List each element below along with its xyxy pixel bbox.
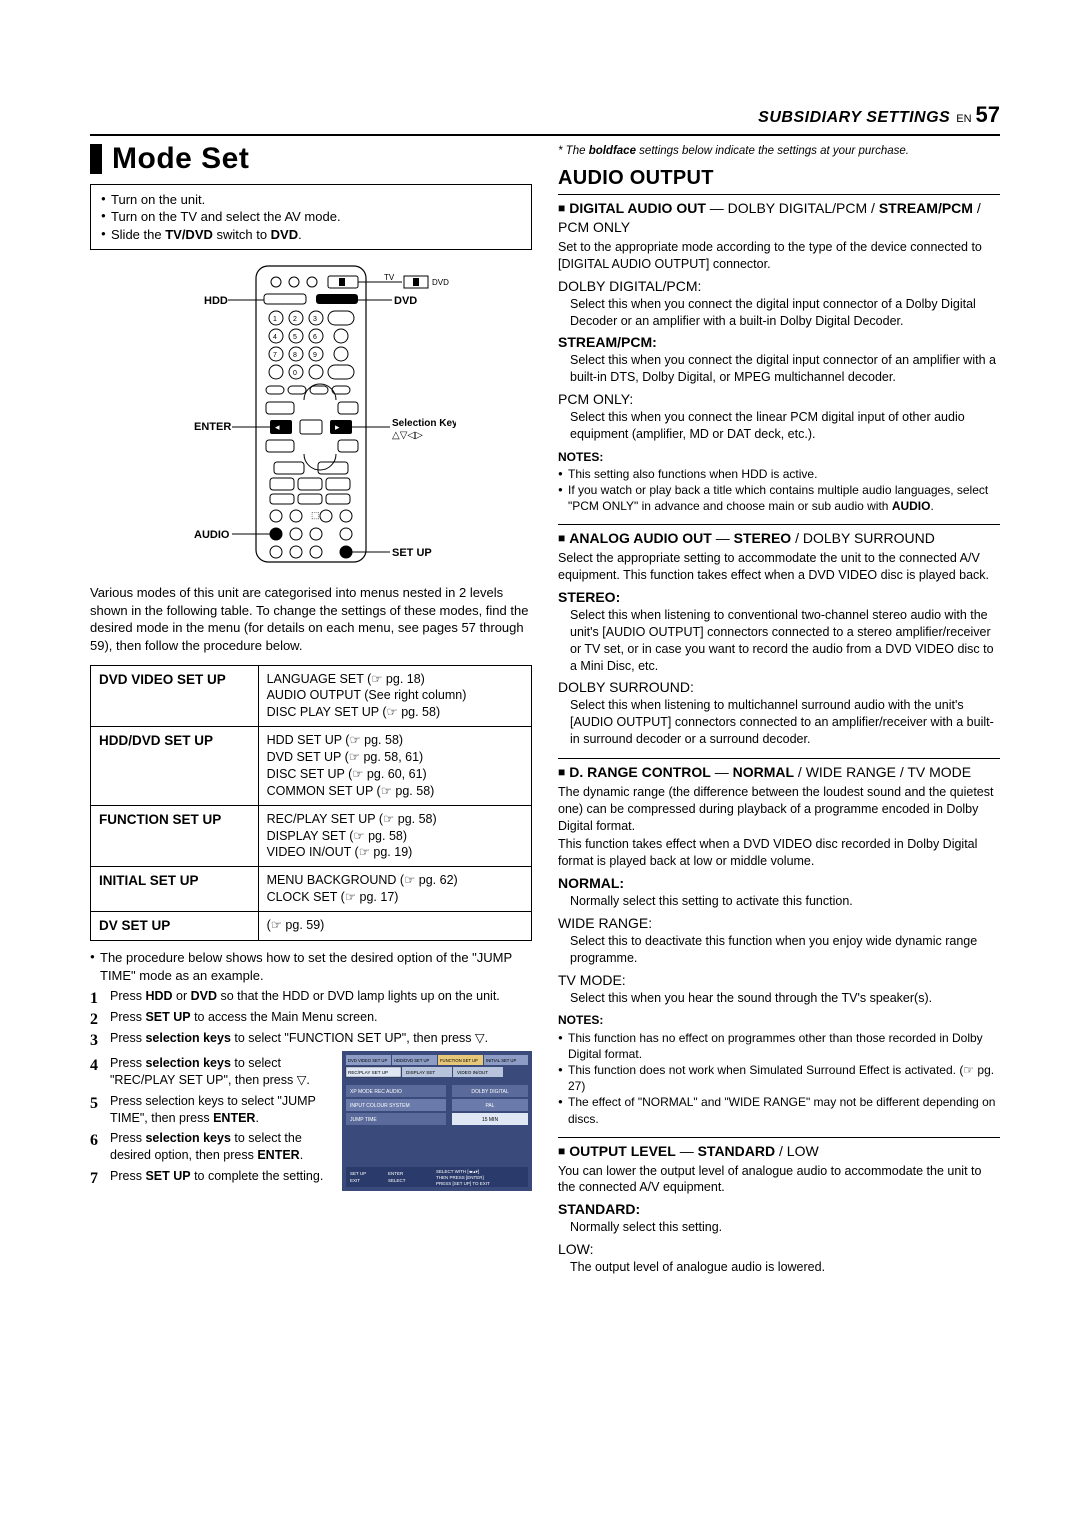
svg-text:DISPLAY SET: DISPLAY SET — [406, 1070, 435, 1075]
option-title: STANDARD: — [558, 1200, 1000, 1219]
svg-text:3: 3 — [313, 316, 317, 323]
svg-text:PRESS [SET UP] TO EXIT: PRESS [SET UP] TO EXIT — [436, 1181, 490, 1186]
svg-text:DVD: DVD — [394, 295, 417, 307]
option-desc: Normally select this setting to activate… — [558, 893, 1000, 910]
svg-text:6: 6 — [313, 334, 317, 341]
right-column: * The boldface settings below indicate t… — [558, 144, 1000, 1278]
intro-para: Various modes of this unit are categoris… — [90, 584, 532, 654]
footnote: * The boldface settings below indicate t… — [558, 144, 1000, 160]
option-desc: Select this when you hear the sound thro… — [558, 990, 1000, 1007]
left-column: Mode Set Turn on the unit. Turn on the T… — [90, 144, 532, 1278]
svg-text:0: 0 — [293, 370, 297, 377]
option-title: LOW: — [558, 1240, 1000, 1259]
svg-text:HDD/DVD SET UP: HDD/DVD SET UP — [394, 1058, 429, 1063]
prep-item: Slide the TV/DVD switch to DVD. — [101, 226, 521, 244]
svg-text:4: 4 — [273, 334, 277, 341]
svg-text:2: 2 — [293, 316, 297, 323]
steps: Press HDD or DVD so that the HDD or DVD … — [90, 988, 532, 1191]
option-desc: Select this when you connect the linear … — [558, 409, 1000, 443]
svg-text:Selection Keys: Selection Keys — [392, 418, 456, 429]
option-title: DOLBY SURROUND: — [558, 678, 1000, 697]
example-note: The procedure below shows how to set the… — [90, 949, 532, 984]
option-desc: Select this when listening to multichann… — [558, 697, 1000, 748]
tv-label: TV — [384, 273, 395, 282]
svg-text:5: 5 — [293, 334, 297, 341]
prep-item: Turn on the TV and select the AV mode. — [101, 208, 521, 226]
svg-text:PAL: PAL — [485, 1103, 494, 1109]
svg-text:EXIT: EXIT — [350, 1178, 360, 1183]
lang-code: EN — [956, 112, 971, 127]
svg-text:REC/PLAY SET UP: REC/PLAY SET UP — [348, 1070, 388, 1075]
option-desc: Normally select this setting. — [558, 1219, 1000, 1236]
svg-text:7: 7 — [273, 352, 277, 359]
mode-set-title: Mode Set — [90, 144, 249, 174]
option-desc: Select this to deactivate this function … — [558, 933, 1000, 967]
option-title: STEREO: — [558, 588, 1000, 607]
analog-audio-out-head: ■ANALOG AUDIO OUT — STEREO / DOLBY SURRO… — [558, 529, 1000, 548]
svg-text:JUMP TIME: JUMP TIME — [350, 1117, 377, 1123]
svg-text:ENTER: ENTER — [388, 1171, 404, 1176]
svg-text:INPUT COLOUR SYSTEM: INPUT COLOUR SYSTEM — [350, 1103, 410, 1109]
page-number: 57 — [976, 100, 1000, 130]
svg-text:◂: ◂ — [275, 422, 280, 432]
output-level-head: ■OUTPUT LEVEL — STANDARD / LOW — [558, 1142, 1000, 1161]
option-title: TV MODE: — [558, 971, 1000, 990]
svg-text:FUNCTION SET UP: FUNCTION SET UP — [440, 1058, 478, 1063]
option-title: NORMAL: — [558, 874, 1000, 893]
svg-text:⬚: ⬚ — [311, 510, 320, 520]
option-title: WIDE RANGE: — [558, 914, 1000, 933]
svg-text:△▽◁▷: △▽◁▷ — [392, 430, 423, 441]
svg-text:INITIAL SET UP: INITIAL SET UP — [486, 1058, 516, 1063]
prep-box: Turn on the unit. Turn on the TV and sel… — [90, 184, 532, 251]
digital-audio-out-head: ■DIGITAL AUDIO OUT — DOLBY DIGITAL/PCM /… — [558, 199, 1000, 237]
prep-item: Turn on the unit. — [101, 191, 521, 209]
svg-text:ENTER: ENTER — [194, 421, 231, 433]
option-title: PCM ONLY: — [558, 390, 1000, 409]
svg-text:SET UP: SET UP — [350, 1171, 366, 1176]
svg-text:SELECT: SELECT — [388, 1178, 406, 1183]
svg-text:AUDIO: AUDIO — [194, 529, 230, 541]
svg-text:THEN PRESS [ENTER]: THEN PRESS [ENTER] — [436, 1175, 484, 1180]
section-name: SUBSIDIARY SETTINGS — [758, 107, 950, 129]
svg-text:XP MODE REC AUDIO: XP MODE REC AUDIO — [350, 1089, 402, 1095]
dvd-label: DVD — [432, 278, 449, 287]
audio-output-title: AUDIO OUTPUT — [558, 165, 1000, 192]
svg-text:▸: ▸ — [335, 422, 340, 432]
menu-table: DVD VIDEO SET UPLANGUAGE SET (☞ pg. 18)A… — [90, 665, 532, 942]
svg-text:HDD: HDD — [204, 295, 228, 307]
notes: This function has no effect on programme… — [558, 1030, 1000, 1127]
svg-text:SELECT WITH [◂▸▴▾]: SELECT WITH [◂▸▴▾] — [436, 1169, 479, 1174]
option-desc: Select this when you connect the digital… — [558, 352, 1000, 386]
option-title: STREAM/PCM: — [558, 333, 1000, 352]
notes-label: NOTES: — [558, 449, 1000, 465]
remote-diagram: TV DVD HDD DVD 1 2 3 4 5 6 7 8 9 0 — [90, 260, 532, 570]
osd-screenshot: DVD VIDEO SET UP HDD/DVD SET UP FUNCTION S… — [342, 1051, 532, 1191]
svg-text:8: 8 — [293, 352, 297, 359]
svg-text:15 MIN: 15 MIN — [482, 1117, 499, 1123]
svg-text:SET UP: SET UP — [392, 547, 432, 559]
svg-text:9: 9 — [313, 352, 317, 359]
notes: This setting also functions when HDD is … — [558, 466, 1000, 515]
option-desc: Select this when you connect the digital… — [558, 296, 1000, 330]
drange-head: ■D. RANGE CONTROL — NORMAL / WIDE RANGE … — [558, 763, 1000, 782]
option-desc: Select this when listening to convention… — [558, 607, 1000, 675]
page-header: SUBSIDIARY SETTINGS EN 57 — [90, 100, 1000, 136]
option-desc: The output level of analogue audio is lo… — [558, 1259, 1000, 1276]
svg-text:DVD VIDEO SET UP: DVD VIDEO SET UP — [348, 1058, 387, 1063]
svg-text:1: 1 — [273, 316, 277, 323]
svg-text:VIDEO IN/OUT: VIDEO IN/OUT — [457, 1070, 488, 1075]
option-title: DOLBY DIGITAL/PCM: — [558, 277, 1000, 296]
svg-text:DOLBY DIGITAL: DOLBY DIGITAL — [471, 1089, 509, 1095]
